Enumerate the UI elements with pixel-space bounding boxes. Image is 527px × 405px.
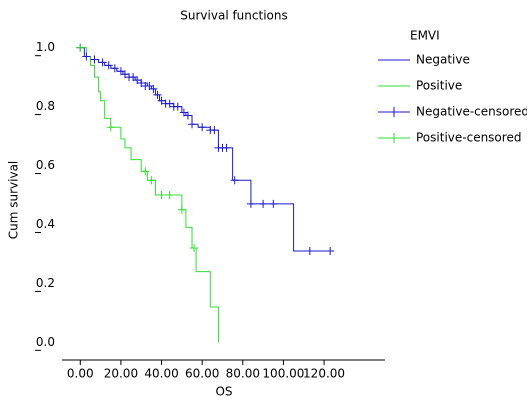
censor-mark: [165, 99, 174, 108]
x-tick-label: 40.00: [144, 367, 178, 381]
censor-mark: [104, 61, 113, 70]
legend-label: Positive: [416, 79, 462, 93]
x-axis-label: OS: [215, 385, 232, 399]
x-tick-label: 120.00: [303, 367, 345, 381]
x-tick-label: 0.00: [67, 367, 94, 381]
censor-mark: [157, 96, 166, 105]
censor-mark: [149, 84, 158, 93]
censor-mark: [259, 199, 268, 208]
censor-mark: [222, 143, 231, 152]
survival-curve: [80, 47, 331, 252]
x-tick-label: 100.00: [262, 367, 304, 381]
legend-title: EMVI: [410, 29, 440, 43]
censor-mark: [110, 64, 119, 73]
censor-mark: [230, 176, 239, 185]
censor-mark: [198, 123, 207, 132]
legend-label: Positive-censored: [416, 131, 521, 145]
survival-curve: [80, 47, 219, 343]
censor-mark: [157, 191, 166, 199]
censor-mark: [133, 76, 142, 85]
censor-mark: [269, 199, 278, 208]
x-tick-label: 60.00: [185, 367, 219, 381]
censor-mark: [177, 205, 186, 214]
y-tick-label: 0.4: [36, 217, 55, 231]
censor-mark: [188, 120, 197, 129]
y-tick-label: 1.0: [36, 40, 55, 54]
y-tick-label: 0.6: [36, 158, 55, 172]
y-axis-label: Cum survival: [7, 161, 21, 240]
x-tick-label: 80.00: [226, 367, 260, 381]
censor-mark: [183, 111, 192, 120]
censor-mark: [141, 167, 150, 176]
censor-mark: [173, 102, 182, 111]
censor-mark: [116, 67, 125, 76]
legend-label: Negative-censored: [416, 105, 527, 119]
censor-mark: [179, 108, 188, 117]
legend-swatch: [389, 133, 399, 143]
censor-mark: [153, 90, 162, 99]
censor-mark: [145, 81, 154, 90]
y-tick-label: 0.2: [36, 276, 55, 290]
censor-mark: [82, 52, 91, 61]
censor-mark: [326, 246, 335, 255]
y-tick-label: 0.8: [36, 99, 55, 113]
censor-mark: [147, 176, 156, 185]
censor-mark: [76, 43, 85, 52]
censor-mark: [165, 191, 174, 199]
censor-mark: [129, 73, 138, 82]
censor-mark: [246, 199, 255, 208]
censor-mark: [305, 246, 314, 255]
censor-mark: [106, 123, 115, 132]
chart-title: Survival functions: [180, 9, 287, 23]
censor-mark: [190, 244, 199, 253]
legend-swatch: [389, 107, 399, 117]
x-tick-label: 20.00: [104, 367, 138, 381]
censor-mark: [90, 55, 99, 64]
censor-mark: [210, 126, 219, 135]
legend-label: Negative: [416, 53, 470, 67]
censor-mark: [98, 58, 107, 67]
censor-mark: [120, 70, 129, 79]
censor-mark: [137, 79, 146, 88]
y-tick-label: 0.0: [36, 335, 55, 349]
